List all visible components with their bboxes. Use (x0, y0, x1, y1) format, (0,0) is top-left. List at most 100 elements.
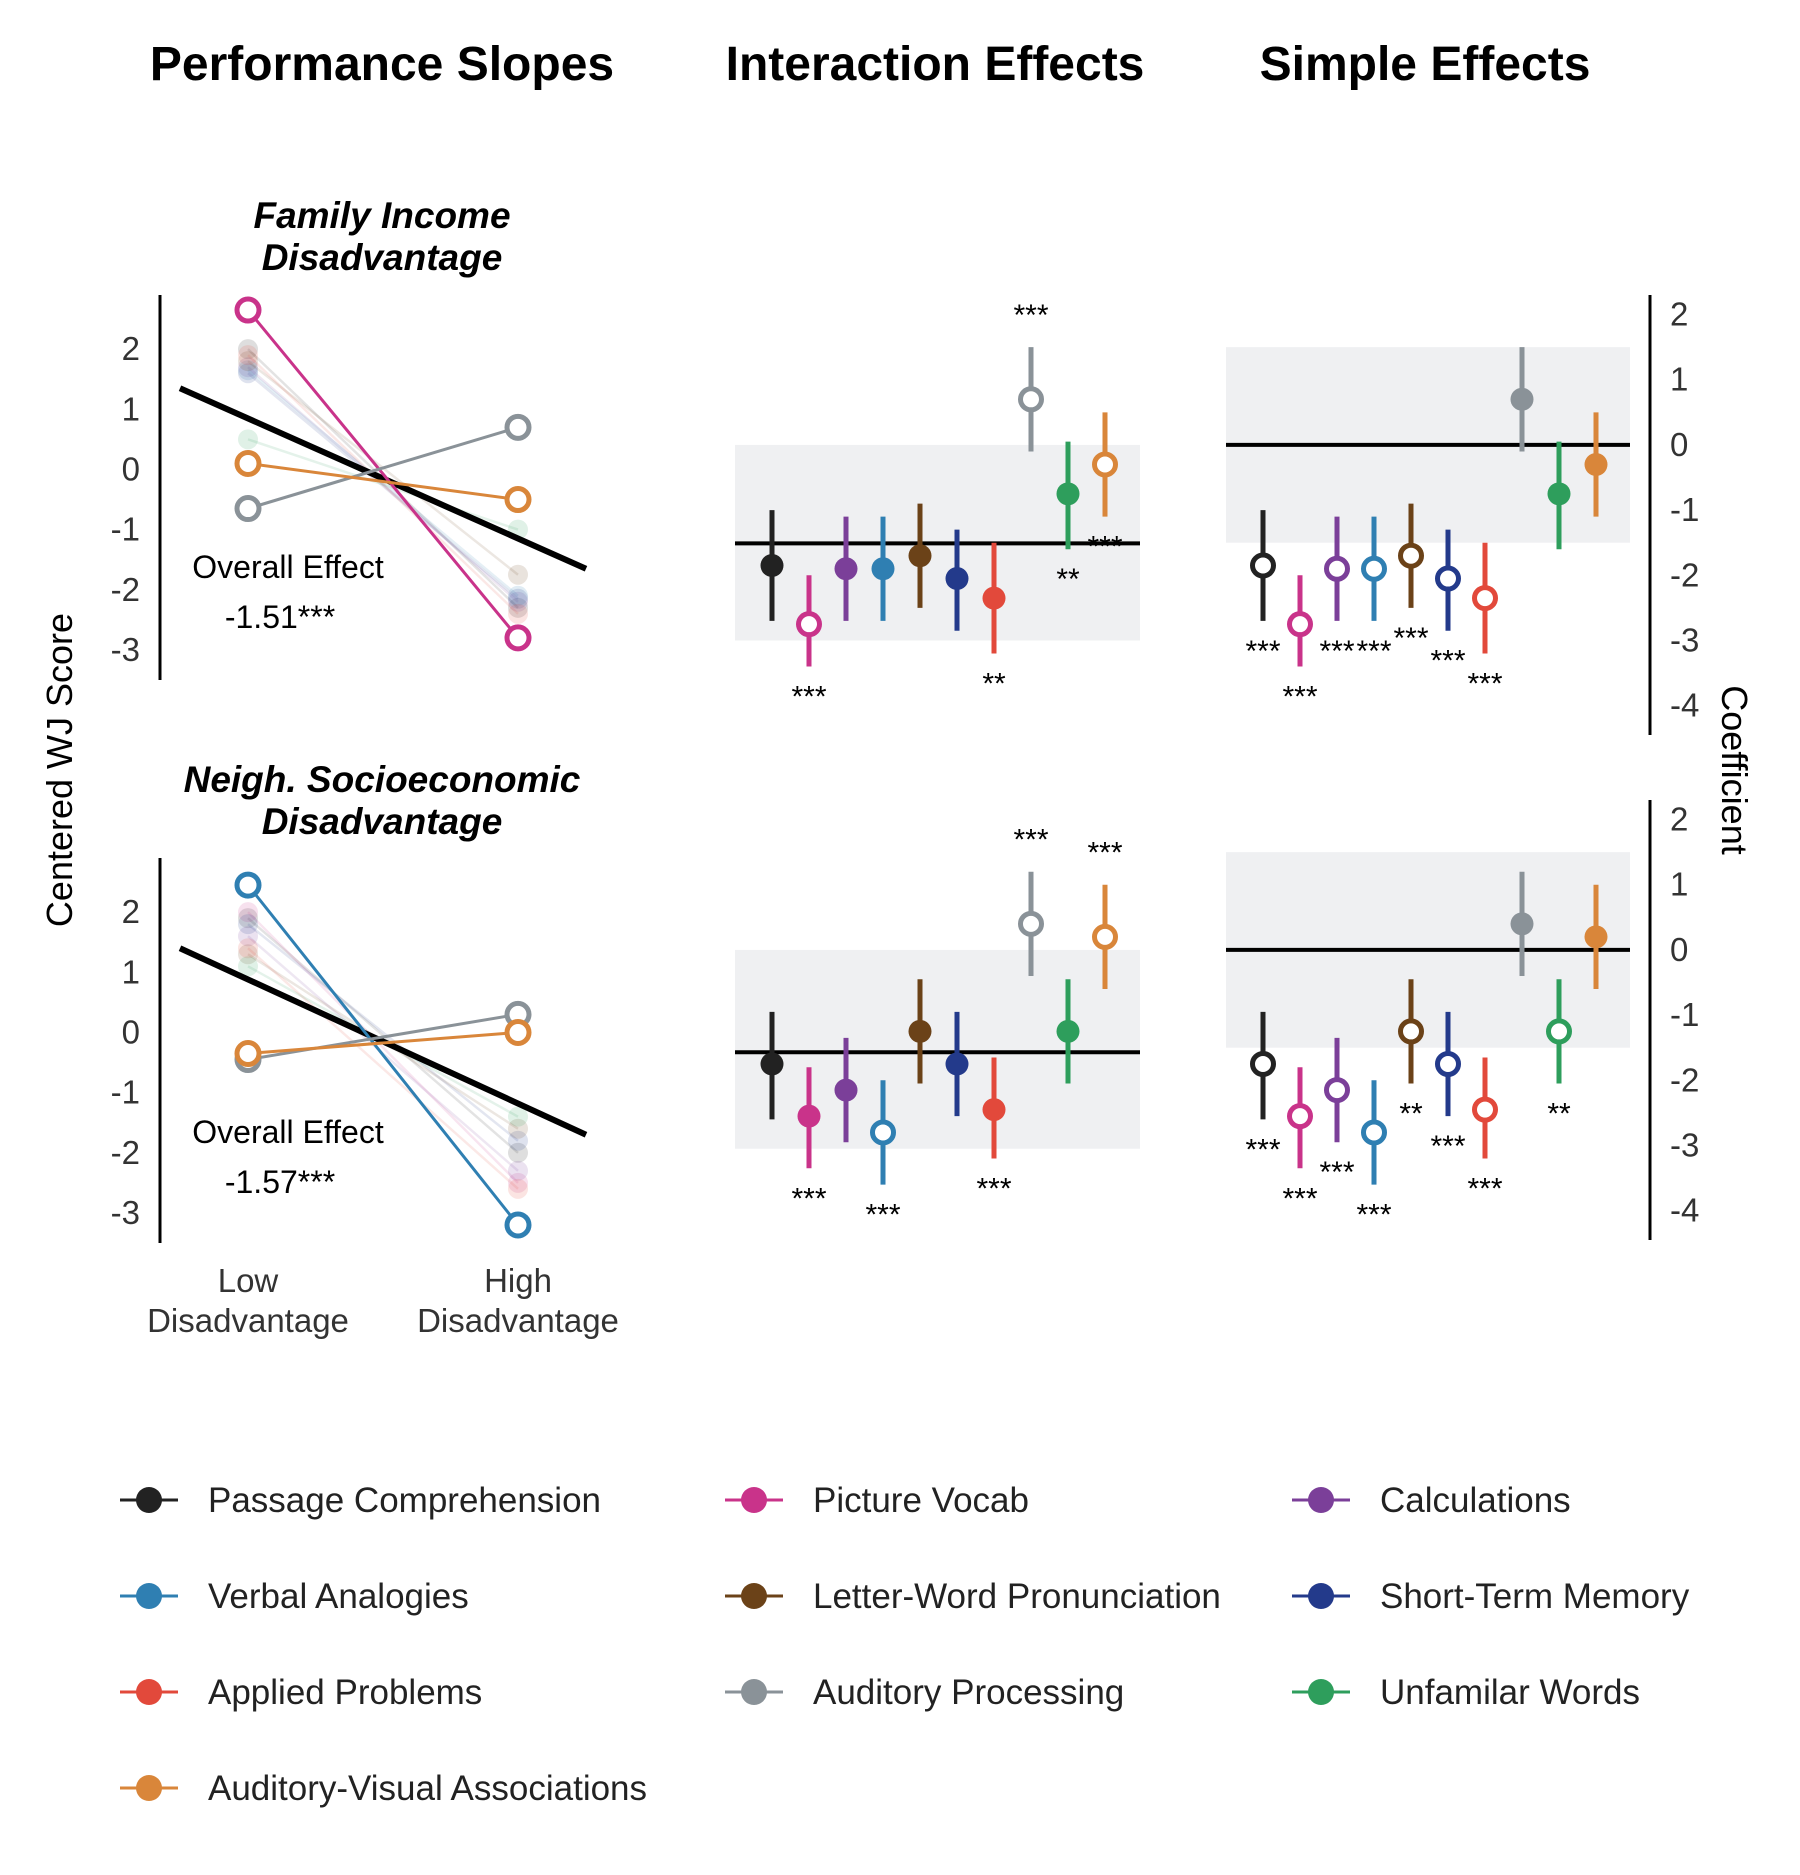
significance-stars-applied-problems: *** (976, 1173, 1011, 1206)
legend-label-auditory-processing: Auditory Processing (813, 1673, 1124, 1712)
y-tick-label: -1 (111, 511, 140, 548)
series-line-applied-problems (247, 354, 519, 615)
coef-point-unfamilar-words (1547, 482, 1571, 506)
title-simple-effects: Simple Effects (1260, 38, 1591, 91)
y-tick-label: -3 (111, 631, 140, 668)
significance-stars-applied-problems: *** (1467, 1173, 1502, 1206)
coef-point-applied-problems (1472, 585, 1498, 612)
significance-stars-passage-comprehension: *** (1245, 635, 1280, 668)
y-tick-label: 0 (1670, 426, 1688, 463)
legend-marker-calculations (1308, 1487, 1334, 1513)
series-point-calculations (508, 591, 528, 612)
y-tick-label: 2 (1670, 296, 1688, 333)
legend: Passage Comprehension Picture Vocab Calcul… (120, 1481, 1690, 1808)
series-point-calculations (238, 357, 258, 378)
y-tick-label: 2 (1670, 801, 1688, 838)
series-point-applied-problems (238, 345, 258, 366)
y-tick-label: -2 (111, 1134, 140, 1171)
series-point-letter-word-pronunciation (508, 1118, 528, 1139)
significance-stars-auditory-processing: *** (1013, 824, 1048, 857)
series-point-calculations (238, 926, 258, 947)
x-tick-label-high: High Disadvantage (417, 1262, 619, 1339)
series-point-passage-comprehension (508, 597, 528, 618)
coef-point-verbal-analogies (870, 1119, 896, 1146)
legend-marker-unfamilar-words (1308, 1679, 1334, 1705)
series-point-short-term-memory (238, 363, 258, 384)
series-point-auditory-visual-associations (504, 1018, 532, 1046)
y-tick-label: 0 (122, 1013, 140, 1050)
coef-point-auditory-processing (1510, 387, 1534, 411)
coef-point-letter-word-pronunciation (908, 1019, 932, 1043)
series-point-verbal-analogies (504, 1211, 532, 1239)
series-point-auditory-visual-associations (234, 1040, 262, 1068)
y-tick-label: 2 (122, 893, 140, 930)
coef-point-auditory-visual-associations (1092, 923, 1118, 950)
series-line-short-term-memory (247, 923, 519, 1142)
coef-point-passage-comprehension (1250, 1051, 1276, 1077)
series-point-unfamilar-words (238, 429, 258, 450)
series-point-applied-problems (238, 938, 258, 959)
legend-marker-verbal-analogies (136, 1583, 162, 1609)
y-tick-label: -2 (111, 571, 140, 608)
legend-label-unfamilar-words: Unfamilar Words (1380, 1673, 1640, 1712)
interaction-neigh-panel: *** *** *** *** *** (735, 824, 1140, 1232)
simple-income-panel: 210-1-2-3-4********* *** ********* (1226, 295, 1699, 735)
coef-point-unfamilar-words (1056, 482, 1080, 506)
y-tick-label: -4 (1670, 1192, 1699, 1229)
legend-marker-letter-word-pronunciation (741, 1583, 767, 1609)
significance-stars-verbal-analogies: *** (1356, 635, 1391, 668)
y-tick-label: -1 (111, 1074, 140, 1111)
series-line-picture-vocab (246, 309, 520, 639)
coef-point-auditory-visual-associations (1584, 925, 1608, 949)
coef-point-verbal-analogies (1361, 1119, 1387, 1146)
series-line-auditory-visual-associations (247, 1030, 519, 1056)
coef-point-calculations (1324, 1077, 1350, 1104)
significance-stars-calculations: *** (1319, 635, 1354, 668)
series-point-auditory-visual-associations (504, 486, 532, 514)
series-point-letter-word-pronunciation (508, 564, 528, 585)
series-point-short-term-memory (508, 588, 528, 609)
coef-point-verbal-analogies (1361, 555, 1387, 582)
coef-point-picture-vocab (1287, 611, 1313, 638)
y-tick-label: 1 (1670, 866, 1688, 903)
legend-label-verbal-analogies: Verbal Analogies (208, 1577, 469, 1616)
interaction-income-panel: *** ********** (735, 299, 1140, 714)
series-point-picture-vocab (508, 1172, 528, 1193)
overall-effect-line (178, 385, 588, 572)
y-tick-label: -3 (1670, 1126, 1699, 1163)
y-tick-label: -3 (111, 1194, 140, 1231)
series-line-calculations (247, 366, 519, 603)
legend-marker-auditory-visual-associations (136, 1775, 162, 1801)
coef-point-auditory-visual-associations (1092, 451, 1118, 478)
y-axis-title-left: Centered WJ Score (39, 613, 80, 927)
coef-point-picture-vocab (1287, 1103, 1313, 1130)
legend-label-picture-vocab: Picture Vocab (813, 1481, 1029, 1520)
series-point-verbal-analogies (238, 360, 258, 381)
legend-label-calculations: Calculations (1380, 1481, 1571, 1520)
significance-stars-verbal-analogies: *** (1356, 1199, 1391, 1232)
significance-stars-letter-word-pronunciation: *** (1393, 622, 1428, 655)
series-point-short-term-memory (238, 914, 258, 935)
legend-marker-short-term-memory (1308, 1583, 1334, 1609)
coef-point-unfamilar-words (1056, 1019, 1080, 1043)
significance-stars-letter-word-pronunciation: ** (1399, 1098, 1423, 1131)
y-tick-label: -1 (1670, 491, 1699, 528)
coef-point-calculations (834, 1078, 858, 1102)
coef-point-unfamilar-words (1546, 1018, 1572, 1045)
significance-stars-auditory-processing: *** (1013, 299, 1048, 332)
series-point-passage-comprehension (508, 1142, 528, 1163)
legend-label-applied-problems: Applied Problems (208, 1673, 482, 1712)
series-line-picture-vocab (247, 911, 519, 1184)
coef-point-auditory-visual-associations (1584, 452, 1608, 476)
coef-point-letter-word-pronunciation (908, 544, 932, 568)
series-point-letter-word-pronunciation (238, 944, 258, 965)
series-point-auditory-visual-associations (234, 449, 262, 477)
significance-stars-picture-vocab: *** (1282, 1182, 1317, 1215)
y-tick-label: 1 (1670, 361, 1688, 398)
series-point-auditory-processing (234, 495, 262, 523)
series-point-letter-word-pronunciation (238, 351, 258, 372)
x-tick-label-low: Low Disadvantage (147, 1262, 349, 1339)
title-performance-slopes: Performance Slopes (150, 38, 614, 91)
series-line-unfamilar-words (247, 438, 519, 531)
series-point-unfamilar-words (238, 956, 258, 977)
